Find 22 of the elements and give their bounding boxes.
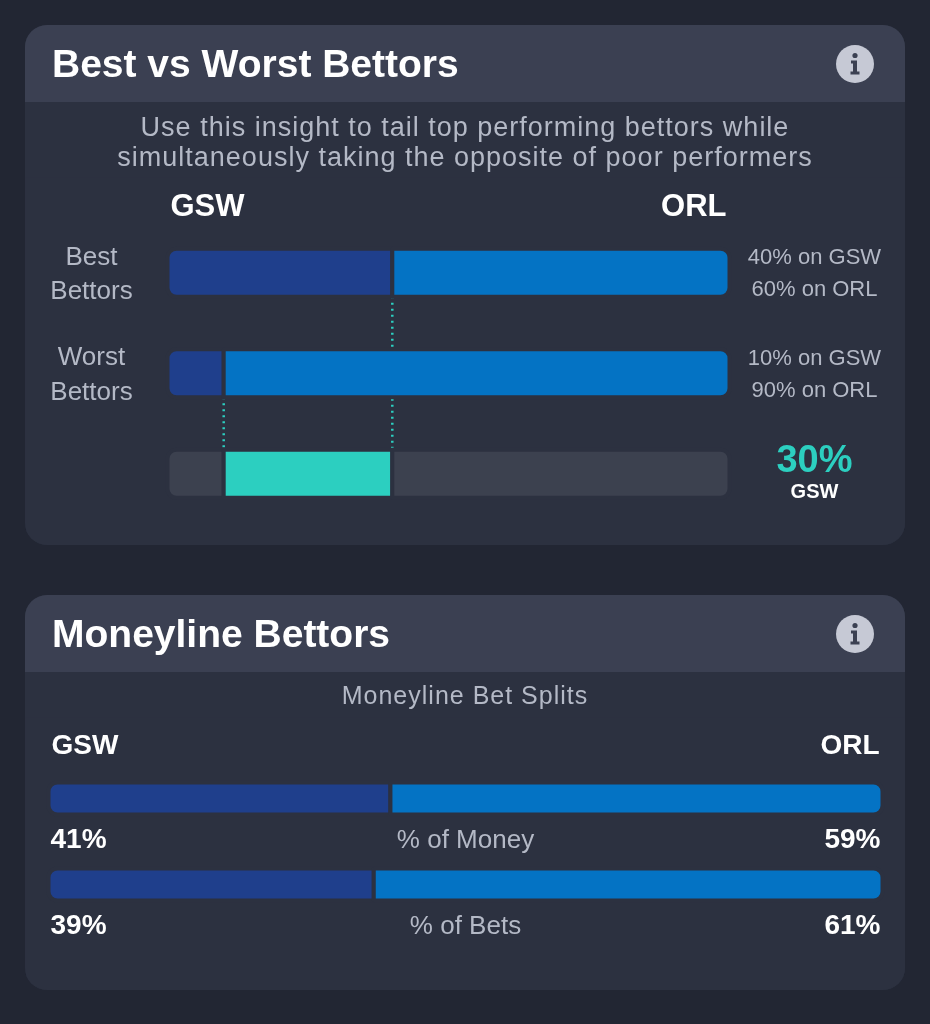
- series-label: ORL: [661, 188, 727, 223]
- text: 30%: [776, 437, 853, 480]
- y-tick-label: % of Money: [396, 823, 535, 854]
- series-label: GSW: [51, 729, 119, 760]
- chart-title: Best vs Worst Bettors: [52, 41, 459, 87]
- y-tick-label: % of Bets: [409, 909, 522, 940]
- chart-title: Moneyline Bettors: [52, 611, 391, 657]
- data-label: 10% on GSW: [747, 344, 882, 370]
- data-label: 59%: [824, 823, 881, 854]
- data-label: 41%: [50, 823, 107, 854]
- data-label: 60% on ORL: [751, 276, 878, 302]
- data-label: 40% on GSW: [747, 244, 882, 270]
- data-label: 39%: [50, 909, 107, 940]
- text: GSW: [790, 479, 839, 502]
- y-tick-label: Worst Bettors: [50, 341, 133, 406]
- y-tick-label: Best Bettors: [50, 240, 133, 305]
- series-label: ORL: [820, 729, 880, 760]
- chart-subtitle: Use this insight to tail top performing bettors while simultaneously taking the opposite of poor performers: [116, 112, 814, 172]
- series-label: GSW: [170, 188, 246, 223]
- chart-subtitle: Moneyline Bet Splits: [340, 680, 590, 710]
- data-label: 61%: [824, 909, 881, 940]
- data-label: 90% on ORL: [751, 376, 878, 402]
